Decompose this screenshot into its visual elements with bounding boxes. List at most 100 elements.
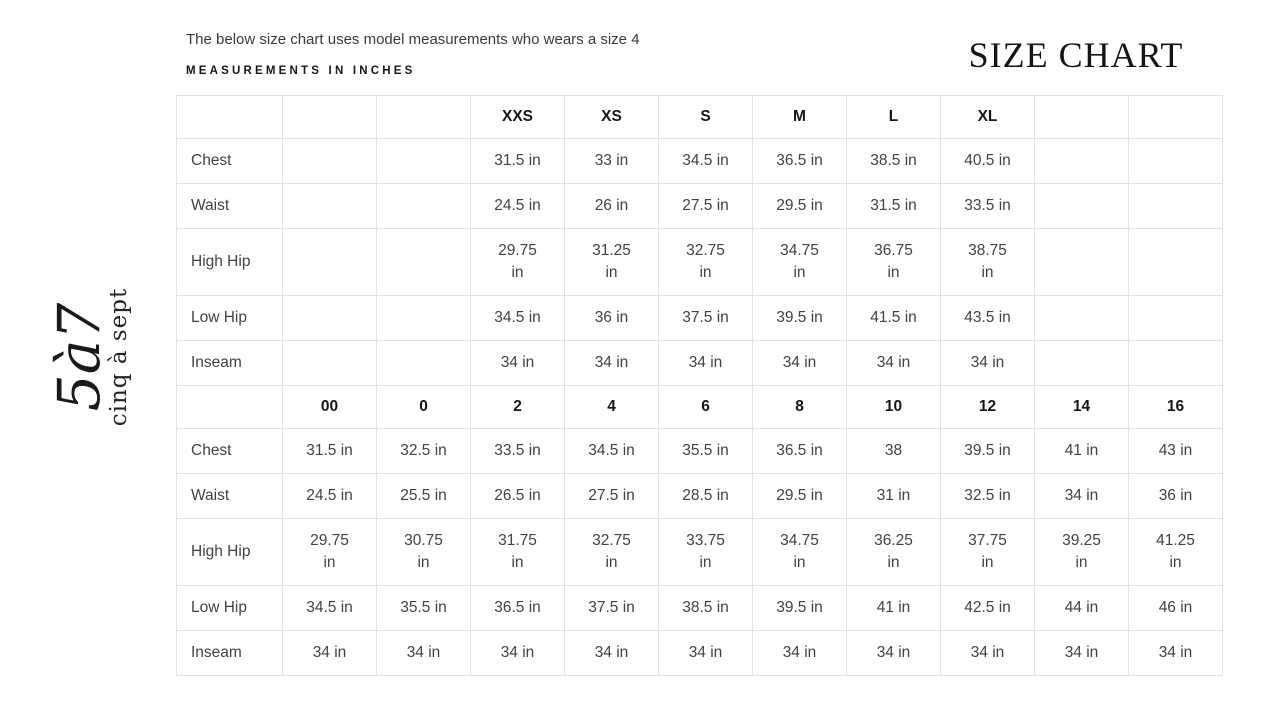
measurement-value bbox=[282, 340, 377, 386]
measurement-value: 24.5 in bbox=[470, 183, 565, 229]
measurement-value: 33 in bbox=[564, 138, 659, 184]
measurement-value: 34 in bbox=[564, 340, 659, 386]
measurement-value: 34 in bbox=[1128, 630, 1223, 676]
measurement-value: 43.5 in bbox=[940, 295, 1035, 341]
measurement-row: Low Hip 34.5 in 36 in 37.5 in 39.5 in 41.5 in… bbox=[176, 295, 1223, 341]
measurement-value bbox=[376, 340, 471, 386]
measurement-value: 35.5 in bbox=[376, 585, 471, 631]
measurement-value: 34 in bbox=[940, 340, 1035, 386]
measurement-value: 26 in bbox=[564, 183, 659, 229]
measurement-value: 33.75 in bbox=[658, 518, 753, 586]
measurement-value: 34 in bbox=[1034, 473, 1129, 519]
measurement-label: Waist bbox=[176, 183, 283, 229]
measurement-label: Chest bbox=[176, 138, 283, 184]
measurement-value: 31.75 in bbox=[470, 518, 565, 586]
measurement-value bbox=[282, 183, 377, 229]
measurement-value: 38.5 in bbox=[846, 138, 941, 184]
measurement-value: 34 in bbox=[282, 630, 377, 676]
measurement-value: 38 bbox=[846, 428, 941, 474]
measurement-label: High Hip bbox=[176, 518, 283, 586]
measurement-value: 31 in bbox=[846, 473, 941, 519]
measurement-value bbox=[1034, 138, 1129, 184]
measurement-value: 29.5 in bbox=[752, 183, 847, 229]
size-column-header: 0 bbox=[376, 385, 471, 429]
measurement-value: 34 in bbox=[470, 340, 565, 386]
measurement-value: 34.5 in bbox=[564, 428, 659, 474]
measurement-value: 36.5 in bbox=[752, 428, 847, 474]
size-column-header: 14 bbox=[1034, 385, 1129, 429]
measurement-value: 31.5 in bbox=[282, 428, 377, 474]
measurement-value: 34 in bbox=[752, 340, 847, 386]
measurement-value: 34.75 in bbox=[752, 518, 847, 586]
size-column-header: 6 bbox=[658, 385, 753, 429]
size-column-header: 2 bbox=[470, 385, 565, 429]
measurement-value: 36 in bbox=[1128, 473, 1223, 519]
brand-monogram: 5à7 bbox=[44, 302, 113, 412]
measurement-value: 33.5 in bbox=[940, 183, 1035, 229]
measurement-row: Inseam 34 in 34 in 34 in 34 in 34 in 34 in bbox=[176, 340, 1223, 386]
measurement-value: 34 in bbox=[846, 340, 941, 386]
size-column-header bbox=[376, 95, 471, 139]
brand-name: cinq à sept bbox=[106, 287, 133, 427]
measurement-value: 39.25 in bbox=[1034, 518, 1129, 586]
measurement-value: 34.5 in bbox=[658, 138, 753, 184]
measurement-value bbox=[1034, 228, 1129, 296]
model-measurement-note: The below size chart uses model measurem… bbox=[186, 31, 640, 48]
measurement-value: 36.25 in bbox=[846, 518, 941, 586]
page-title: SIZE CHART bbox=[968, 35, 1184, 75]
measurement-value: 34 in bbox=[376, 630, 471, 676]
measurement-value: 34.5 in bbox=[282, 585, 377, 631]
size-column-header: 00 bbox=[282, 385, 377, 429]
measurement-row: High Hip 29.75 in 31.25 in 32.75 in 34.75 in 36.7… bbox=[176, 228, 1223, 296]
size-chart-table: XXS XS S M L XL Chest 31.5 in 33 in 34.5 in 36.5 i… bbox=[176, 95, 1223, 676]
measurement-value bbox=[1128, 183, 1223, 229]
measurement-value: 41 in bbox=[846, 585, 941, 631]
measurement-value: 29.5 in bbox=[752, 473, 847, 519]
measurement-value: 32.5 in bbox=[376, 428, 471, 474]
size-column-header: L bbox=[846, 95, 941, 139]
measurement-value: 36 in bbox=[564, 295, 659, 341]
measurement-value: 34 in bbox=[470, 630, 565, 676]
size-column-header bbox=[1034, 95, 1129, 139]
measurement-value: 34 in bbox=[846, 630, 941, 676]
measurement-label: Chest bbox=[176, 428, 283, 474]
measurement-value bbox=[376, 183, 471, 229]
measurement-value: 34 in bbox=[658, 630, 753, 676]
measurement-value: 32.75 in bbox=[658, 228, 753, 296]
measurement-value: 41.5 in bbox=[846, 295, 941, 341]
measurement-value bbox=[1034, 183, 1129, 229]
measurement-value: 36.5 in bbox=[470, 585, 565, 631]
measurement-row: Waist 24.5 in 25.5 in 26.5 in 27.5 in 28.5 in… bbox=[176, 473, 1223, 519]
size-column-header: XS bbox=[564, 95, 659, 139]
measurement-row: Low Hip 34.5 in 35.5 in 36.5 in 37.5 in 38.5 … bbox=[176, 585, 1223, 631]
measurement-value: 37.5 in bbox=[564, 585, 659, 631]
measurement-value: 28.5 in bbox=[658, 473, 753, 519]
measurement-label: Low Hip bbox=[176, 585, 283, 631]
brand-logo-inner: 5à7 cinq à sept bbox=[44, 287, 133, 427]
measurement-value: 26.5 in bbox=[470, 473, 565, 519]
measurement-label: Low Hip bbox=[176, 295, 283, 341]
size-column-header bbox=[176, 385, 283, 429]
size-column-header: 4 bbox=[564, 385, 659, 429]
measurement-value bbox=[1128, 340, 1223, 386]
measurement-value: 34 in bbox=[1034, 630, 1129, 676]
measurement-label: High Hip bbox=[176, 228, 283, 296]
measurement-value: 33.5 in bbox=[470, 428, 565, 474]
measurement-value: 39.5 in bbox=[752, 585, 847, 631]
numeric-sizes-header-row: 00 0 2 4 6 8 10 12 14 16 bbox=[176, 385, 1223, 429]
size-column-header bbox=[1128, 95, 1223, 139]
size-column-header: M bbox=[752, 95, 847, 139]
size-column-header: 12 bbox=[940, 385, 1035, 429]
size-column-header bbox=[176, 95, 283, 139]
measurement-value bbox=[376, 295, 471, 341]
measurement-value bbox=[282, 228, 377, 296]
measurement-value: 34 in bbox=[658, 340, 753, 386]
measurement-value bbox=[1128, 228, 1223, 296]
measurement-value: 39.5 in bbox=[940, 428, 1035, 474]
measurement-value: 27.5 in bbox=[564, 473, 659, 519]
measurement-row: High Hip 29.75 in 30.75 in 31.75 in 32.75 in 33.7… bbox=[176, 518, 1223, 586]
measurement-value: 29.75 in bbox=[470, 228, 565, 296]
measurement-value bbox=[1034, 295, 1129, 341]
measurement-row: Chest 31.5 in 33 in 34.5 in 36.5 in 38.5 in 40… bbox=[176, 138, 1223, 184]
measurement-value bbox=[376, 138, 471, 184]
